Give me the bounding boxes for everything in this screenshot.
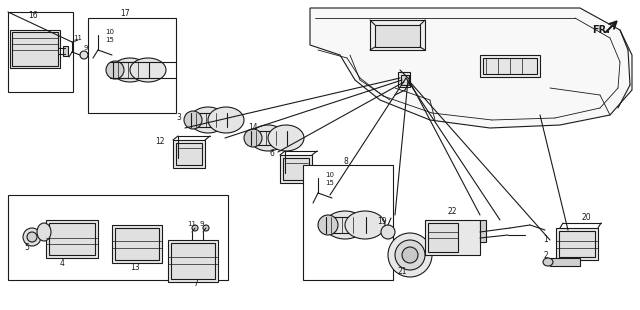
Ellipse shape [395, 240, 425, 270]
Bar [191, 113, 227, 127]
Bar [483, 58, 537, 74]
Bar [559, 231, 595, 257]
Bar [556, 228, 598, 260]
Text: 15: 15 [105, 37, 114, 43]
Ellipse shape [23, 228, 41, 246]
Text: 10: 10 [105, 29, 114, 35]
Text: 2: 2 [543, 251, 548, 260]
Ellipse shape [192, 225, 198, 231]
Ellipse shape [130, 58, 166, 82]
Bar [480, 55, 540, 77]
Text: 5: 5 [24, 243, 29, 253]
Bar [49, 223, 95, 255]
Text: 9: 9 [83, 45, 88, 51]
Ellipse shape [325, 211, 365, 239]
Text: FR.: FR. [592, 25, 610, 35]
Bar [115, 228, 159, 260]
Text: 22: 22 [448, 207, 458, 216]
Ellipse shape [402, 247, 418, 263]
Ellipse shape [27, 232, 37, 242]
Text: 16: 16 [28, 11, 38, 20]
Bar [171, 243, 215, 279]
Text: 7: 7 [193, 278, 198, 287]
Ellipse shape [106, 61, 124, 79]
Bar [375, 25, 420, 47]
Bar [370, 20, 425, 50]
Text: 9: 9 [200, 221, 205, 227]
Text: 12: 12 [155, 138, 164, 147]
Bar [113, 62, 149, 78]
Ellipse shape [388, 233, 432, 277]
Text: 10: 10 [325, 172, 334, 178]
Text: 15: 15 [325, 180, 334, 186]
Ellipse shape [268, 125, 304, 151]
Bar [112, 225, 162, 263]
Bar [425, 220, 480, 255]
Bar [168, 240, 218, 282]
Bar [46, 220, 98, 258]
Text: 3: 3 [176, 113, 181, 122]
Ellipse shape [112, 58, 148, 82]
Bar [550, 258, 580, 266]
Bar [8, 195, 228, 280]
Bar [12, 32, 58, 66]
Ellipse shape [381, 225, 395, 239]
Bar [480, 220, 486, 242]
Text: 8: 8 [343, 157, 348, 166]
Ellipse shape [203, 225, 209, 231]
Bar [401, 75, 409, 85]
Text: 13: 13 [130, 263, 140, 272]
Polygon shape [310, 8, 632, 128]
Ellipse shape [250, 125, 286, 151]
Ellipse shape [543, 258, 553, 266]
Bar [10, 30, 60, 68]
Text: 11: 11 [73, 35, 82, 41]
Bar [88, 18, 176, 113]
Bar [303, 165, 393, 280]
Text: 6: 6 [270, 148, 275, 157]
Bar [8, 12, 73, 92]
Text: 20: 20 [582, 214, 591, 223]
Ellipse shape [244, 129, 262, 147]
Bar [283, 158, 309, 180]
Bar [280, 155, 312, 183]
Ellipse shape [184, 111, 202, 129]
Ellipse shape [318, 215, 338, 235]
Bar [326, 217, 366, 233]
Ellipse shape [208, 107, 244, 133]
Text: 21: 21 [397, 268, 406, 277]
Text: 4: 4 [60, 259, 65, 268]
Text: 19: 19 [377, 218, 387, 227]
Ellipse shape [80, 51, 88, 59]
Bar [173, 140, 205, 168]
Bar [398, 72, 410, 87]
Ellipse shape [190, 107, 226, 133]
Bar [63, 46, 68, 56]
Text: 1: 1 [543, 236, 548, 245]
Text: 14: 14 [248, 122, 258, 131]
Text: 17: 17 [120, 10, 130, 19]
Bar [251, 131, 287, 145]
Text: 11: 11 [187, 221, 196, 227]
Ellipse shape [37, 223, 51, 241]
Ellipse shape [345, 211, 385, 239]
Bar [428, 223, 458, 252]
Bar [176, 143, 202, 165]
